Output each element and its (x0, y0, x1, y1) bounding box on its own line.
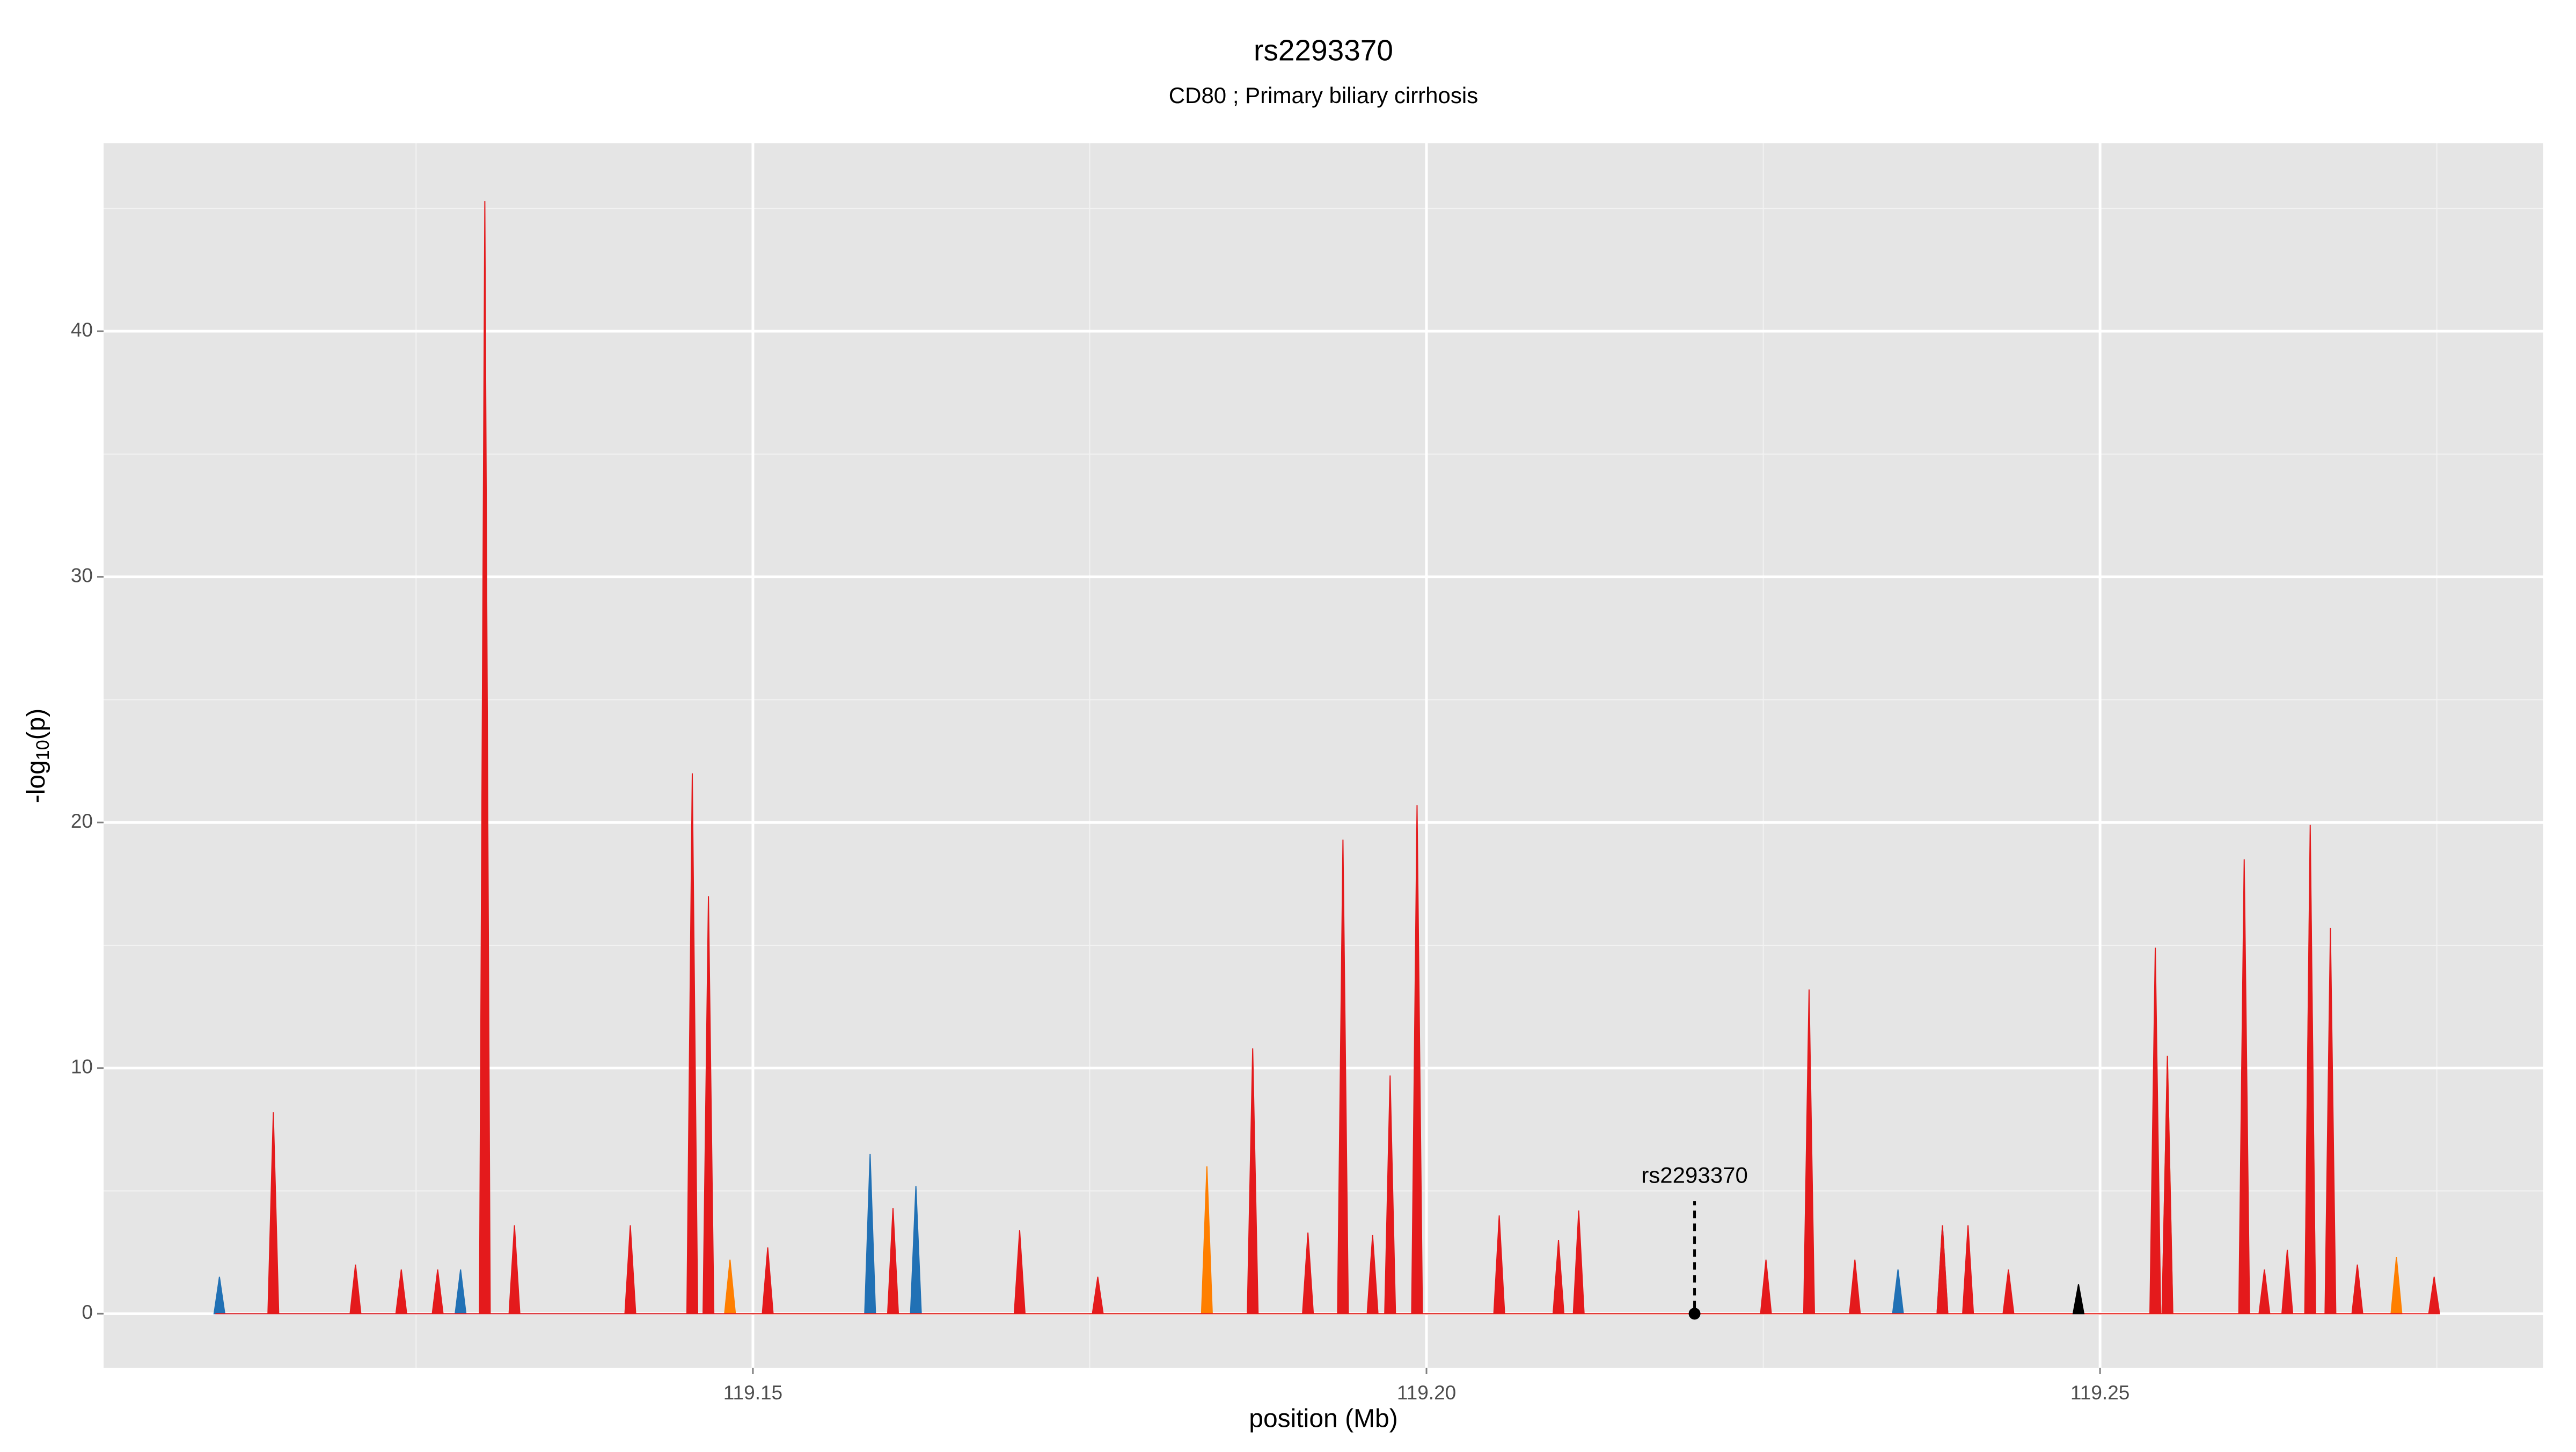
y-axis-title-subscript: 10 (33, 740, 53, 760)
y-axis-title: -log10(p) (22, 709, 53, 804)
chart-subtitle: CD80 ; Primary biliary cirrhosis (1169, 83, 1478, 108)
area (2072, 1284, 2085, 1315)
area (215, 201, 2440, 1315)
y-tick-label: 0 (82, 1301, 93, 1323)
x-tick-label: 119.15 (723, 1382, 782, 1404)
plot-panel (104, 143, 2543, 1368)
y-tick-label: 10 (71, 1056, 93, 1078)
x-axis-title: position (Mb) (1249, 1405, 1397, 1433)
x-tick-label: 119.20 (1397, 1382, 1456, 1404)
annotation-label: rs2293370 (1641, 1162, 1748, 1187)
x-tick-label: 119.25 (2070, 1382, 2129, 1404)
marks (213, 201, 2440, 1315)
y-tick-label: 40 (71, 319, 93, 341)
chart-title: rs2293370 (1254, 34, 1393, 67)
y-axis-title-part: -log (22, 760, 50, 803)
y-axis-title-part: (p) (22, 709, 50, 740)
y-tick-label: 30 (71, 564, 93, 586)
y-tick-label: 20 (71, 810, 93, 832)
annotation-point (1688, 1308, 1701, 1320)
